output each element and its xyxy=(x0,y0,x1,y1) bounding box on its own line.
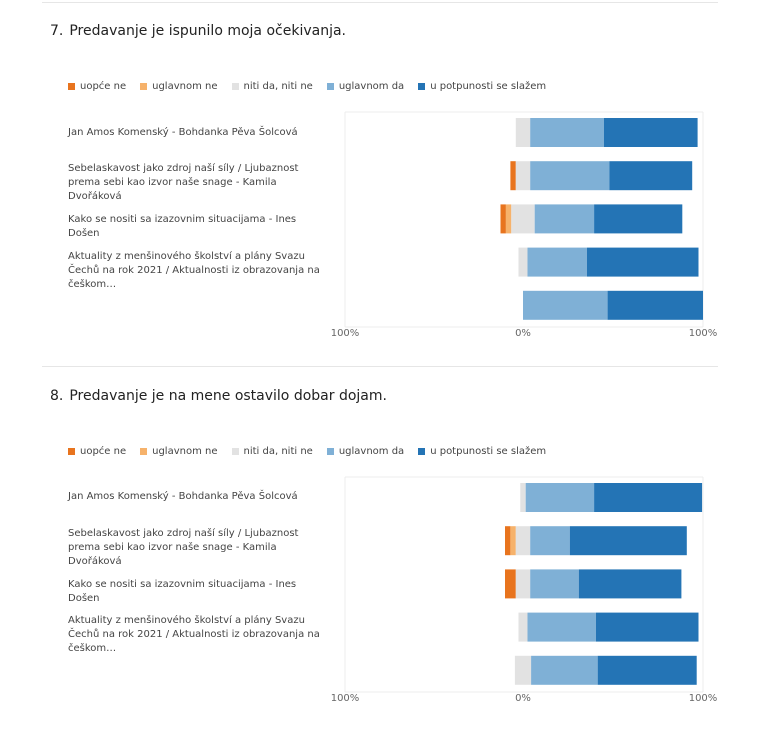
legend-swatch xyxy=(326,83,334,90)
legend-swatch xyxy=(326,448,334,455)
bar-segment-niti[interactable] xyxy=(515,569,531,599)
legend-item-niti[interactable]: niti da, niti ne xyxy=(231,446,313,457)
bar-segment-potpuno[interactable] xyxy=(594,204,683,234)
question-7-title: 7. Predavanje je ispunilo moja očekivanja… xyxy=(50,23,346,39)
bar-segment-niti[interactable] xyxy=(511,204,535,234)
bar-segment-uglavnom-da[interactable] xyxy=(531,655,598,685)
question-8-number: 8. xyxy=(50,388,64,404)
legend-item-potpuno[interactable]: u potpunosti se slažem xyxy=(418,81,546,92)
question-7-legend: uopće ne uglavnom ne niti da, niti ne ug… xyxy=(68,81,560,92)
bar-segment-potpuno[interactable] xyxy=(595,612,699,642)
question-7-number: 7. xyxy=(50,23,64,39)
bar-segment-niti[interactable] xyxy=(515,526,531,556)
bar-segment-uglavnom-da[interactable] xyxy=(527,247,587,277)
row-label: Sebelaskavost jako zdroj naší síly / Lju… xyxy=(68,528,299,567)
bar-segment-potpuno[interactable] xyxy=(578,569,682,599)
bar-segment-niti[interactable] xyxy=(518,247,528,277)
legend-swatch xyxy=(68,83,75,90)
bar-segment-potpuno[interactable] xyxy=(609,161,693,191)
row-label: Sebelaskavost jako zdroj naší síly / Lju… xyxy=(68,163,299,202)
legend-item-uglavnom-ne[interactable]: uglavnom ne xyxy=(140,81,218,92)
legend-label: u potpunosti se slažem xyxy=(430,446,547,457)
bar-segment-uglavnom-da[interactable] xyxy=(534,204,595,234)
bar-segment-niti[interactable] xyxy=(518,612,528,642)
row-label: Aktuality z menšinového školství a plány… xyxy=(68,251,320,290)
bar-segment-niti[interactable] xyxy=(520,483,526,512)
legend-label: uglavnom ne xyxy=(152,81,218,92)
bar-segment-uglavnom-da[interactable] xyxy=(530,569,579,599)
bar-segment-uglavnom-da[interactable] xyxy=(525,483,595,512)
bar-segment-potpuno[interactable] xyxy=(597,655,697,685)
legend-swatch xyxy=(231,83,239,90)
bar-segment-uglavnom-ne[interactable] xyxy=(505,204,512,234)
question-7-text: Predavanje je ispunilo moja očekivanja. xyxy=(69,23,346,39)
legend-swatch xyxy=(418,83,426,90)
bar-segment-uopce-ne[interactable] xyxy=(510,161,516,191)
legend-item-potpuno[interactable]: u potpunosti se slažem xyxy=(418,446,546,457)
axis-tick-label: 0% xyxy=(515,693,531,704)
bar-segment-uopce-ne[interactable] xyxy=(505,569,516,599)
row-label: Jan Amos Komenský - Bohdanka Pěva Šolcov… xyxy=(68,127,298,138)
axis-tick-label: 100% xyxy=(331,328,360,339)
legend-item-niti[interactable]: niti da, niti ne xyxy=(231,81,313,92)
legend-item-uglavnom-ne[interactable]: uglavnom ne xyxy=(140,446,218,457)
bar-segment-potpuno[interactable] xyxy=(604,118,698,147)
bar-segment-uglavnom-da[interactable] xyxy=(527,612,596,642)
bar-segment-uglavnom-ne[interactable] xyxy=(510,526,516,556)
axis-tick-label: 0% xyxy=(515,328,531,339)
bar-segment-potpuno[interactable] xyxy=(586,247,699,277)
bar-segment-potpuno[interactable] xyxy=(607,290,703,320)
row-label: Aktuality z menšinového školství a plány… xyxy=(68,615,320,654)
bar-segment-potpuno[interactable] xyxy=(594,483,703,512)
bar-segment-niti[interactable] xyxy=(514,655,532,685)
legend-swatch xyxy=(231,448,239,455)
legend-swatch xyxy=(140,448,148,455)
bar-segment-uglavnom-da[interactable] xyxy=(530,161,610,191)
legend-label: niti da, niti ne xyxy=(243,446,313,457)
legend-item-uopce-ne[interactable]: uopće ne xyxy=(68,446,126,457)
legend-label: niti da, niti ne xyxy=(243,81,313,92)
row-label: Kako se nositi sa izazovnim situacijama … xyxy=(68,579,297,604)
bar-segment-uopce-ne[interactable] xyxy=(505,526,511,556)
legend-swatch xyxy=(68,448,75,455)
axis-tick-label: 100% xyxy=(689,328,718,339)
legend-label: uglavnom ne xyxy=(152,446,218,457)
axis-tick-label: 100% xyxy=(689,693,718,704)
legend-label: u potpunosti se slažem xyxy=(430,81,547,92)
legend-swatch xyxy=(140,83,148,90)
question-8-text: Predavanje je na mene ostavilo dobar doj… xyxy=(69,388,387,404)
axis-tick-label: 100% xyxy=(331,693,360,704)
legend-item-uglavnom-da[interactable]: uglavnom da xyxy=(326,81,405,92)
bar-segment-potpuno[interactable] xyxy=(569,526,687,556)
question-8-title: 8. Predavanje je na mene ostavilo dobar d… xyxy=(50,388,387,404)
bar-segment-niti[interactable] xyxy=(515,118,531,147)
row-label: Kako se nositi sa izazovnim situacijama … xyxy=(68,214,297,239)
legend-label: uopće ne xyxy=(80,81,127,92)
row-label: Jan Amos Komenský - Bohdanka Pěva Šolcov… xyxy=(68,491,298,502)
top-separator xyxy=(42,2,718,3)
legend-item-uglavnom-da[interactable]: uglavnom da xyxy=(326,446,405,457)
question-7-chart: 100% 0% 100% xyxy=(331,111,718,339)
legend-label: uglavnom da xyxy=(338,446,405,457)
legend-label: uopće ne xyxy=(80,446,127,457)
bar-segment-uglavnom-da[interactable] xyxy=(530,118,604,147)
question-8-legend: uopće ne uglavnom ne niti da, niti ne ug… xyxy=(68,446,560,457)
legend-label: uglavnom da xyxy=(338,81,405,92)
bar-segment-uglavnom-da[interactable] xyxy=(530,526,570,556)
bar-segment-uopce-ne[interactable] xyxy=(500,204,506,234)
bar-segment-uglavnom-da[interactable] xyxy=(523,290,608,320)
middle-separator xyxy=(42,366,718,367)
legend-swatch xyxy=(418,448,426,455)
bar-segment-niti[interactable] xyxy=(515,161,531,191)
legend-item-uopce-ne[interactable]: uopće ne xyxy=(68,81,126,92)
